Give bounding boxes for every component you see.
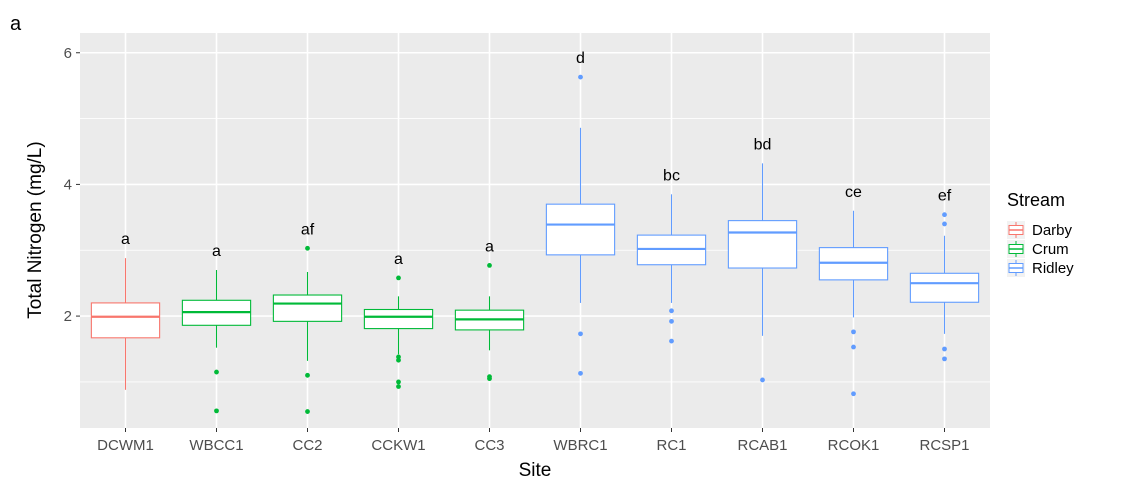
- outlier-point: [305, 245, 310, 251]
- boxes-layer: [90, 74, 980, 414]
- outlier-point: [487, 376, 492, 382]
- iqr-box: [727, 220, 798, 269]
- outlier-point: [396, 275, 401, 281]
- significance-letter: ce: [845, 184, 862, 201]
- panel-tag: a: [10, 13, 22, 35]
- legend-title: Stream: [1007, 190, 1065, 210]
- x-axis-title: Site: [519, 460, 552, 481]
- y-tick-label: 4: [64, 176, 72, 193]
- outlier-point: [942, 221, 947, 227]
- x-tick-label: RCAB1: [737, 437, 787, 454]
- box-rc1: [636, 194, 707, 344]
- significance-letter: bc: [663, 167, 680, 184]
- outlier-point: [396, 384, 401, 389]
- outlier-point: [305, 372, 310, 378]
- legend: Stream Darby Crum Ridley: [1007, 190, 1074, 277]
- outlier-point: [669, 308, 674, 314]
- significance-letter: a: [485, 238, 494, 255]
- outlier-point: [487, 262, 492, 268]
- box-rcab1: [727, 163, 798, 383]
- outlier-point: [214, 369, 219, 375]
- outlier-point: [578, 370, 583, 376]
- y-axis-ticks: 2 4 6: [64, 45, 80, 325]
- significance-letter: a: [121, 231, 130, 248]
- outlier-point: [669, 338, 674, 344]
- legend-label: Darby: [1032, 222, 1073, 239]
- outlier-point: [578, 74, 583, 80]
- significance-letters: a a af a a d bc bd ce ef: [121, 50, 952, 268]
- legend-entry-crum: Crum: [1007, 240, 1069, 258]
- x-tick-label: RCOK1: [828, 437, 880, 454]
- iqr-box: [272, 294, 343, 322]
- x-tick-label: CC3: [474, 437, 504, 454]
- significance-letter: bd: [754, 136, 772, 153]
- iqr-box: [909, 272, 980, 303]
- outlier-point: [396, 354, 401, 360]
- legend-label: Ridley: [1032, 260, 1074, 277]
- legend-label: Crum: [1032, 241, 1069, 258]
- outlier-point: [851, 391, 856, 397]
- outlier-point: [942, 346, 947, 352]
- significance-letter: d: [576, 50, 585, 67]
- y-axis-title: Total Nitrogen (mg/L): [25, 141, 46, 318]
- box-wbrc1: [545, 74, 616, 376]
- outlier-point: [942, 212, 947, 218]
- box-dcwm1: [90, 258, 161, 390]
- significance-letter: ef: [938, 188, 952, 205]
- outlier-point: [396, 379, 401, 385]
- x-tick-label: CC2: [292, 437, 322, 454]
- significance-letter: a: [212, 243, 221, 260]
- x-tick-label: CCKW1: [371, 437, 425, 454]
- box-cckw1: [363, 275, 434, 389]
- outlier-point: [851, 329, 856, 335]
- iqr-box: [90, 302, 161, 339]
- y-tick-label: 2: [64, 308, 72, 325]
- plot-panel: [80, 33, 990, 428]
- box-cc2: [272, 245, 343, 414]
- outlier-point: [942, 356, 947, 362]
- outlier-point: [760, 377, 765, 383]
- box-rcsp1: [909, 212, 980, 362]
- outlier-point: [396, 357, 401, 363]
- box-rcok1: [818, 210, 889, 397]
- y-tick-label: 6: [64, 45, 72, 62]
- x-axis-ticks: DCWM1 WBCC1 CC2 CCKW1 CC3 WBRC1 RC1 RCAB1 RCOK1 R…: [97, 428, 970, 454]
- outlier-point: [305, 409, 310, 414]
- x-tick-label: RCSP1: [919, 437, 969, 454]
- iqr-box: [363, 308, 434, 330]
- outlier-point: [669, 318, 674, 324]
- legend-entry-ridley: Ridley: [1007, 259, 1074, 277]
- outlier-point: [851, 344, 856, 350]
- box-wbcc1: [181, 270, 252, 414]
- box-cc3: [454, 262, 525, 382]
- outlier-point: [214, 408, 219, 414]
- significance-letter: a: [394, 251, 403, 268]
- significance-letter: af: [301, 221, 315, 238]
- x-tick-label: RC1: [656, 437, 686, 454]
- x-tick-label: WBCC1: [189, 437, 243, 454]
- outlier-point: [578, 331, 583, 337]
- x-tick-label: WBRC1: [553, 437, 607, 454]
- legend-entry-darby: Darby: [1007, 221, 1073, 239]
- x-tick-label: DCWM1: [97, 437, 154, 454]
- iqr-box: [545, 203, 616, 256]
